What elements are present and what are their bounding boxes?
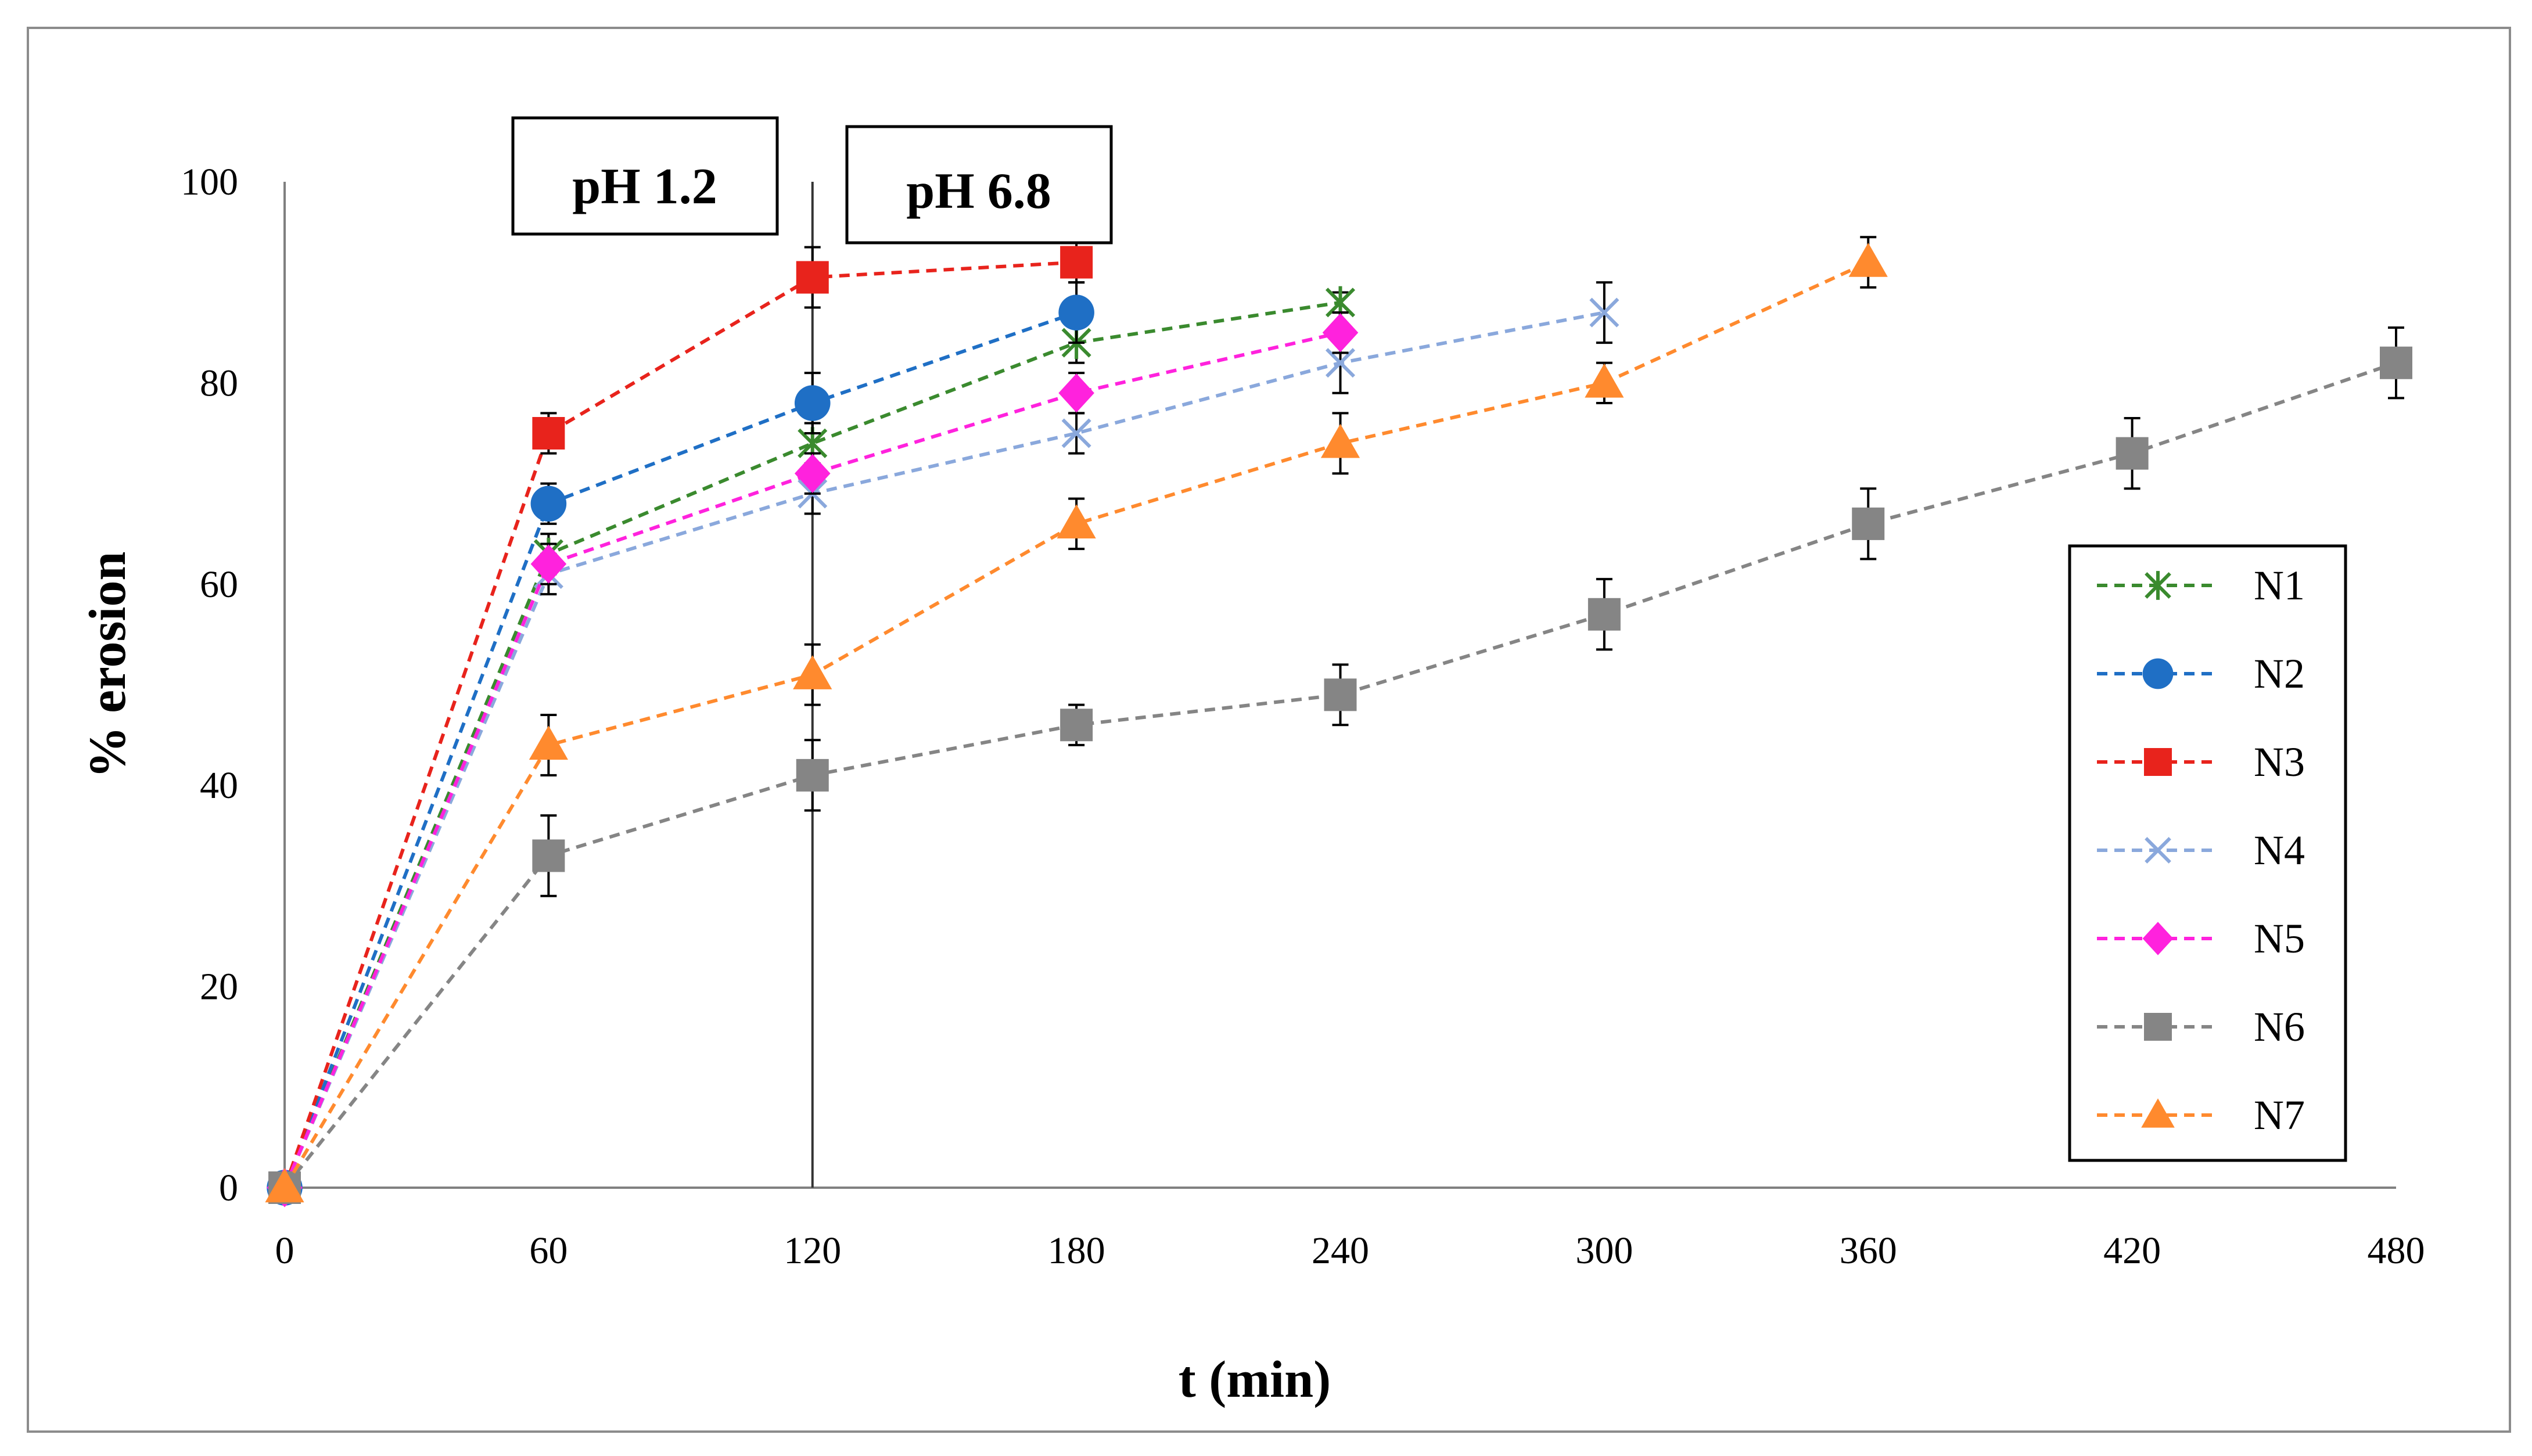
- y-tick-label: 100: [181, 161, 238, 203]
- data-point: [1324, 678, 1357, 711]
- x-tick-label: 480: [2368, 1229, 2425, 1272]
- x-tick-label: 240: [1312, 1229, 1369, 1272]
- data-point: [2116, 437, 2149, 470]
- x-tick-label: 60: [529, 1229, 568, 1272]
- data-point: [1320, 423, 1360, 458]
- legend-label: N6: [2254, 1004, 2305, 1050]
- ph-1-2-annotation: pH 1.2: [511, 116, 779, 236]
- data-point: [793, 655, 832, 689]
- data-point: [1061, 418, 1091, 448]
- data-point: [1060, 709, 1093, 742]
- legend-marker: [2145, 571, 2171, 600]
- y-axis-title: % erosion: [79, 552, 137, 779]
- data-point: [1848, 242, 1888, 277]
- data-point: [1852, 507, 1885, 540]
- data-point: [530, 486, 567, 522]
- legend-marker: [2144, 748, 2172, 776]
- legend-item-n7: N7: [2097, 1092, 2305, 1138]
- x-tick-label: 0: [275, 1229, 294, 1272]
- legend-marker: [2142, 922, 2174, 955]
- y-tick-label: 0: [219, 1167, 238, 1209]
- ph-6-8-label: pH 6.8: [906, 163, 1051, 220]
- x-axis-title: t (min): [1179, 1351, 1331, 1408]
- data-point: [1325, 348, 1356, 378]
- x-tick-labels: 0 60 120 180 240 300 360 420 480: [275, 1229, 2425, 1272]
- y-tick-label: 80: [200, 362, 238, 404]
- data-point: [532, 839, 565, 872]
- series-line: [283, 300, 1341, 1189]
- series-line: [283, 361, 2397, 1189]
- data-point: [1058, 294, 1094, 330]
- legend-marker: [2141, 1098, 2175, 1128]
- data-point: [796, 758, 829, 792]
- y-tick-label: 60: [200, 563, 238, 606]
- x-tick-label: 420: [2103, 1229, 2161, 1272]
- legend-marker: [2144, 1013, 2172, 1041]
- legend-box: [2068, 544, 2347, 1162]
- legend-item-n3: N3: [2097, 739, 2305, 785]
- y-tick-label: 20: [200, 966, 238, 1008]
- x-tick-label: 120: [784, 1229, 841, 1272]
- data-point: [1058, 373, 1094, 413]
- data-point: [1588, 598, 1621, 631]
- series-n2: [267, 281, 1094, 1206]
- x-tick-label: 180: [1048, 1229, 1105, 1272]
- x-tick-label: 300: [1575, 1229, 1633, 1272]
- legend-item-n5: N5: [2097, 915, 2305, 962]
- data-point: [532, 417, 565, 450]
- data-point: [265, 1168, 304, 1203]
- legend-label: N1: [2254, 562, 2305, 609]
- data-point: [796, 261, 829, 294]
- data-point: [529, 725, 568, 760]
- data-point: [1057, 504, 1096, 539]
- legend: N1 N2 N3 N4 N5 N6 N7: [2068, 544, 2347, 1162]
- data-point: [1585, 363, 1624, 398]
- legend-label: N4: [2254, 827, 2305, 873]
- data-point: [794, 454, 831, 493]
- ph-6-8-box: [845, 125, 1113, 245]
- y-tick-labels: 0 20 40 60 80 100: [181, 161, 238, 1209]
- legend-label: N2: [2254, 650, 2305, 697]
- data-point: [1589, 297, 1619, 328]
- series-line: [283, 311, 1078, 1189]
- legend-item-n4: N4: [2097, 827, 2305, 873]
- ph-6-8-annotation: pH 6.8: [845, 125, 1113, 245]
- legend-item-n1: N1: [2097, 562, 2305, 609]
- legend-label: N7: [2254, 1092, 2305, 1138]
- ph-1-2-label: pH 1.2: [572, 159, 717, 215]
- y-tick-label: 40: [200, 764, 238, 807]
- data-point: [1322, 313, 1359, 353]
- data-point: [794, 385, 831, 421]
- ph-1-2-box: [511, 116, 779, 236]
- x-tick-label: 360: [1840, 1229, 1897, 1272]
- legend-item-n6: N6: [2097, 1004, 2305, 1050]
- legend-marker: [2145, 837, 2171, 864]
- data-point: [2380, 346, 2412, 379]
- legend-label: N5: [2254, 915, 2305, 962]
- legend-item-n2: N2: [2097, 650, 2305, 697]
- series-n7: [265, 236, 1888, 1203]
- data-point: [530, 544, 567, 584]
- series-layer: [265, 236, 2412, 1207]
- series-line: [283, 260, 1077, 1188]
- legend-label: N3: [2254, 739, 2305, 785]
- legend-marker: [2142, 658, 2174, 689]
- data-point: [1060, 246, 1093, 279]
